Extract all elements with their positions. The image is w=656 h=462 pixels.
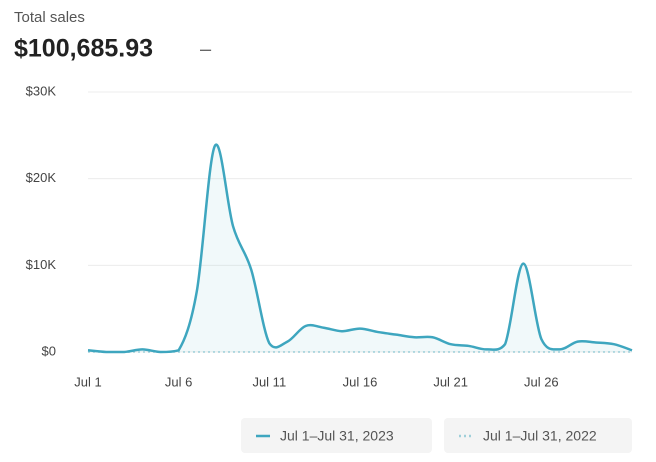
legend-label[interactable]: Jul 1–Jul 31, 2022 — [483, 428, 597, 444]
x-tick-label: Jul 6 — [165, 374, 192, 389]
x-tick-label: Jul 11 — [252, 374, 286, 389]
total-value: $100,685.93 — [14, 35, 153, 63]
change-indicator: – — [200, 38, 212, 60]
series-line — [87, 143, 633, 354]
legend-box[interactable] — [444, 418, 632, 453]
x-tick-label: Jul 1 — [74, 374, 101, 389]
card-label: Total sales — [14, 9, 85, 26]
x-tick-label: Jul 21 — [433, 374, 468, 389]
y-tick-label: $10K — [26, 257, 57, 272]
y-tick-label: $0 — [42, 343, 56, 358]
x-tick-label: Jul 26 — [524, 374, 559, 389]
y-tick-label: $20K — [26, 170, 57, 185]
x-tick-label: Jul 16 — [343, 374, 378, 389]
legend-box[interactable] — [241, 418, 432, 453]
area-fill — [88, 144, 632, 352]
y-tick-label: $30K — [26, 83, 57, 98]
legend-label[interactable]: Jul 1–Jul 31, 2023 — [280, 428, 394, 444]
